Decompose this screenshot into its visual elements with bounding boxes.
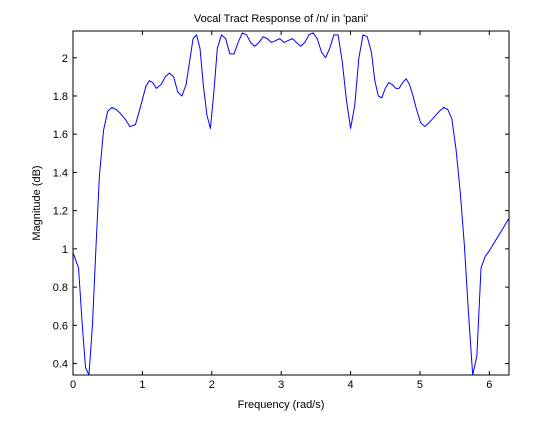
y-tick-label: 1.2: [53, 206, 68, 218]
y-tick-label: 1: [62, 244, 68, 256]
series-line-0: [72, 32, 510, 376]
x-tick-label: 2: [209, 379, 215, 391]
y-tick-label: 0.6: [53, 320, 68, 332]
y-tick-label: 2: [62, 53, 68, 65]
y-tick-label: 1.6: [53, 129, 68, 141]
y-axis-label: Magnitude (dB): [31, 165, 43, 240]
x-tick-label: 5: [417, 379, 423, 391]
x-tick-label: 4: [348, 379, 354, 391]
x-tick-label: 0: [70, 379, 76, 391]
x-tick-label: 1: [139, 379, 145, 391]
plot-area: [73, 31, 509, 375]
y-tick-label: 1.8: [53, 91, 68, 103]
y-tick-label: 0.8: [53, 282, 68, 294]
x-tick-label: 6: [486, 379, 492, 391]
y-tick-label: 0.4: [53, 359, 68, 371]
x-ticks: 0 1 2 3 4 5 6: [70, 31, 492, 391]
chart-title: Vocal Tract Response of /n/ in 'pani': [194, 13, 368, 25]
line-layer: [72, 32, 510, 376]
y-tick-label: 1.4: [53, 167, 68, 179]
y-ticks: 0.4 0.6 0.8 1 1.2 1.4 1.6 1.8 2: [53, 53, 509, 371]
x-axis-label: Frequency (rad/s): [238, 399, 325, 411]
axes-box: [72, 30, 510, 376]
x-tick-label: 3: [278, 379, 284, 391]
